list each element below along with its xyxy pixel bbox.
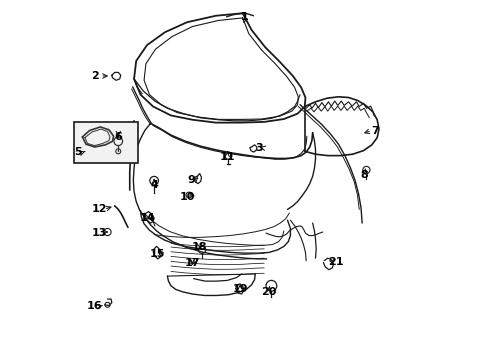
Text: 6: 6 (114, 132, 122, 142)
Text: 1: 1 (240, 12, 248, 22)
Text: 17: 17 (184, 258, 200, 268)
Text: 7: 7 (371, 126, 379, 135)
Text: 18: 18 (191, 242, 207, 252)
Text: 16: 16 (86, 301, 102, 311)
Text: 8: 8 (360, 170, 368, 180)
Text: 4: 4 (150, 180, 158, 190)
Text: 20: 20 (261, 287, 276, 297)
Text: 12: 12 (91, 204, 107, 215)
Text: 21: 21 (327, 257, 343, 267)
Text: 14: 14 (140, 213, 155, 222)
Bar (74, 122, 138, 163)
Text: 5: 5 (74, 147, 81, 157)
Text: 13: 13 (91, 228, 107, 238)
Text: 2: 2 (91, 71, 98, 81)
Text: 9: 9 (187, 175, 195, 185)
Text: 3: 3 (255, 143, 262, 153)
Text: 15: 15 (150, 248, 165, 258)
Text: 19: 19 (232, 284, 247, 294)
Text: 11: 11 (219, 152, 235, 162)
Text: 10: 10 (179, 192, 194, 202)
